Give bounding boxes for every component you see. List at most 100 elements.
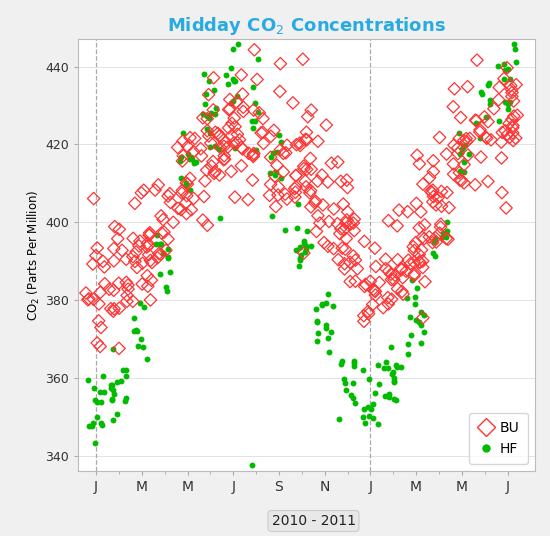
Point bbox=[276, 145, 285, 154]
Point bbox=[343, 207, 352, 216]
Point bbox=[317, 171, 326, 180]
Point bbox=[109, 257, 118, 265]
Point bbox=[429, 192, 438, 201]
Point bbox=[186, 133, 195, 142]
Point bbox=[366, 277, 375, 286]
Point bbox=[353, 264, 362, 273]
Point bbox=[421, 278, 430, 286]
Point bbox=[221, 138, 229, 147]
Point bbox=[297, 251, 306, 259]
Point bbox=[504, 120, 513, 128]
Point bbox=[306, 242, 315, 250]
Point bbox=[223, 80, 232, 88]
Point bbox=[244, 195, 252, 204]
Point bbox=[275, 131, 284, 139]
Point bbox=[178, 186, 187, 195]
Point bbox=[389, 395, 398, 404]
Point bbox=[351, 256, 360, 264]
Point bbox=[209, 106, 218, 114]
Point bbox=[342, 219, 350, 227]
Point bbox=[340, 378, 349, 387]
Point bbox=[227, 99, 235, 107]
Point bbox=[253, 54, 262, 63]
Point bbox=[293, 224, 301, 232]
Point bbox=[130, 257, 139, 266]
Point bbox=[136, 334, 145, 343]
Point bbox=[383, 293, 392, 302]
Point bbox=[249, 152, 257, 161]
Point bbox=[89, 194, 98, 203]
Point bbox=[109, 307, 118, 316]
Point bbox=[122, 372, 130, 381]
Point bbox=[411, 239, 420, 247]
Point bbox=[199, 216, 207, 225]
Point bbox=[341, 245, 350, 254]
Point bbox=[99, 372, 108, 381]
Point bbox=[374, 420, 383, 428]
Point bbox=[135, 242, 144, 250]
Point bbox=[199, 109, 208, 118]
Point bbox=[324, 217, 333, 226]
Point bbox=[428, 239, 437, 247]
Point bbox=[365, 412, 373, 420]
Point bbox=[132, 325, 141, 334]
Point bbox=[420, 311, 428, 319]
Point bbox=[266, 152, 275, 161]
Point bbox=[349, 252, 358, 260]
Point bbox=[487, 136, 496, 144]
Point bbox=[371, 389, 380, 398]
Point bbox=[340, 265, 349, 273]
Point bbox=[229, 45, 238, 54]
Point bbox=[271, 202, 280, 211]
Point bbox=[455, 176, 464, 184]
Point bbox=[93, 244, 102, 252]
Point bbox=[460, 168, 469, 176]
Point bbox=[508, 88, 516, 97]
Point bbox=[369, 400, 378, 408]
Point bbox=[500, 75, 509, 83]
Point bbox=[381, 255, 390, 264]
Point bbox=[420, 234, 428, 243]
Point bbox=[397, 264, 405, 272]
Point bbox=[232, 92, 241, 100]
Point bbox=[136, 299, 145, 307]
Point bbox=[302, 128, 311, 137]
Point bbox=[364, 403, 373, 412]
Point bbox=[457, 145, 466, 154]
Point bbox=[105, 285, 114, 294]
Point bbox=[233, 130, 242, 139]
Point bbox=[114, 344, 123, 353]
Point bbox=[238, 90, 247, 98]
Point bbox=[384, 390, 393, 398]
Point bbox=[107, 381, 116, 389]
Point bbox=[282, 148, 290, 157]
Point bbox=[299, 249, 308, 257]
Point bbox=[432, 238, 441, 247]
Point bbox=[478, 90, 487, 99]
Point bbox=[410, 270, 419, 278]
Point bbox=[306, 186, 315, 195]
Point bbox=[89, 419, 97, 428]
Point bbox=[123, 297, 131, 306]
Y-axis label: CO$_2$ (Parts Per Million): CO$_2$ (Parts Per Million) bbox=[26, 190, 42, 321]
Point bbox=[129, 326, 138, 335]
Point bbox=[364, 309, 373, 318]
Point bbox=[418, 233, 427, 242]
Point bbox=[204, 91, 213, 99]
Point bbox=[395, 206, 404, 214]
Point bbox=[313, 337, 322, 345]
Point bbox=[146, 256, 155, 265]
Point bbox=[214, 144, 223, 153]
Point bbox=[397, 363, 406, 371]
Point bbox=[390, 271, 399, 279]
Point bbox=[109, 385, 118, 394]
Point bbox=[342, 385, 350, 394]
Point bbox=[301, 183, 310, 191]
Point bbox=[244, 149, 253, 158]
Point bbox=[486, 100, 495, 109]
Point bbox=[428, 189, 437, 197]
Point bbox=[435, 229, 444, 237]
Legend: BU, HF: BU, HF bbox=[469, 413, 528, 464]
Point bbox=[181, 199, 190, 207]
Point bbox=[296, 141, 305, 150]
